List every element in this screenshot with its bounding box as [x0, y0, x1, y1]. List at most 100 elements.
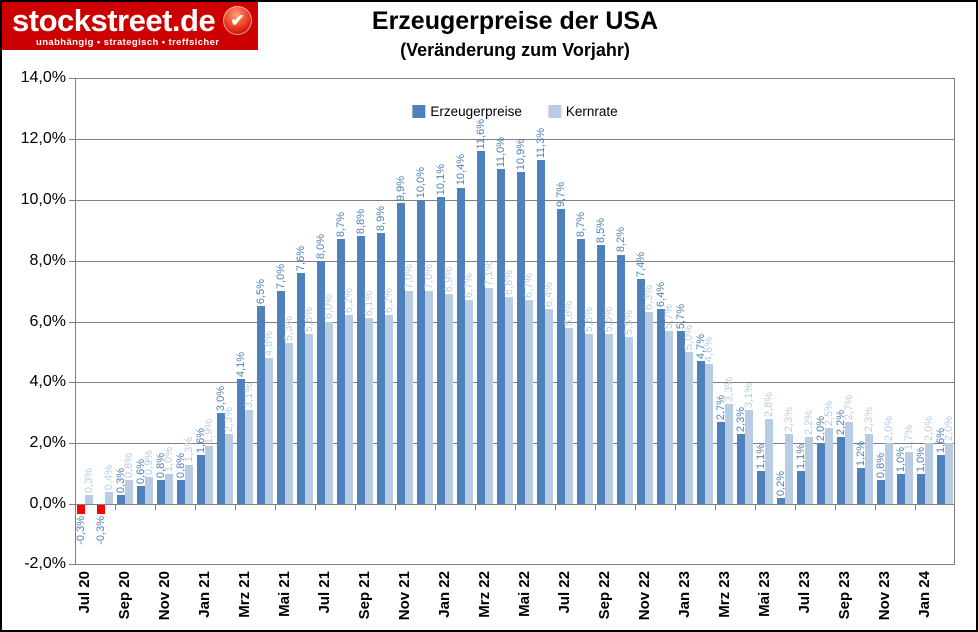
bar-erzeugerpreise-feb-21: [217, 412, 225, 505]
bar-kernrate-apr-23: [745, 409, 753, 505]
bar-erzeugerpreise-mai-21: [277, 291, 285, 505]
category-tick: [275, 504, 276, 511]
bar-kernrate-mrz-22: [485, 288, 493, 505]
gridline-4: [75, 382, 955, 384]
bar-label-kernrate-jan-24: 2,0%: [923, 416, 935, 442]
bar-label-kernrate-okt-22: 5,5%: [623, 309, 635, 335]
bar-erzeugerpreise-nov-22: [637, 278, 645, 505]
legend-swatch-kernrate: [547, 105, 561, 118]
bar-erzeugerpreise-jan-23: [677, 330, 685, 505]
gridline-6: [75, 321, 955, 323]
bar-kernrate-sep-20: [125, 479, 133, 505]
bar-kernrate-jun-22: [545, 309, 553, 505]
bar-kernrate-okt-22: [625, 336, 633, 505]
bar-kernrate-dez-22: [665, 330, 673, 505]
bar-label-kernrate-feb-23: 4,6%: [703, 337, 715, 363]
bar-label-kernrate-apr-23: 3,1%: [743, 382, 755, 408]
bar-label-kernrate-jun-23: 2,3%: [783, 407, 795, 433]
x-axis-label-jul-20: Jul 20: [76, 571, 93, 614]
bar-label-erzeugerpreise-dez-21: 10,0%: [415, 166, 427, 198]
plot-right-border: [954, 78, 955, 565]
bar-label-kernrate-dez-20: 1,3%: [183, 437, 195, 463]
bar-label-kernrate-mai-21: 5,3%: [283, 315, 295, 341]
bar-kernrate-jan-22: [445, 294, 453, 505]
y-axis-label-10: 10,0%: [20, 190, 66, 208]
bar-label-erzeugerpreise-mrz-22: 11,6%: [475, 118, 487, 150]
bar-label-erzeugerpreise-jul-22: 9,7%: [555, 181, 567, 207]
bar-kernrate-mai-22: [525, 300, 533, 505]
bar-erzeugerpreise-mrz-22: [477, 151, 485, 505]
x-axis-label-sep-23: Sep 23: [836, 571, 853, 620]
x-axis-label-jan-23: Jan 23: [676, 571, 693, 618]
bar-label-kernrate-mrz-21: 3,1%: [243, 382, 255, 408]
bar-label-kernrate-sep-22: 5,6%: [603, 306, 615, 332]
category-tick: [755, 504, 756, 511]
plot-left-border: [75, 78, 76, 565]
bar-label-kernrate-jan-23: 5,0%: [683, 324, 695, 350]
category-tick: [515, 504, 516, 511]
bar-kernrate-nov-21: [405, 291, 413, 505]
bar-label-erzeugerpreise-feb-22: 10,4%: [455, 154, 467, 186]
bar-erzeugerpreise-sep-20: [117, 494, 125, 505]
category-tick: [875, 504, 876, 511]
bar-label-kernrate-okt-23: 2,3%: [863, 407, 875, 433]
bar-kernrate-sep-22: [605, 333, 613, 505]
bar-label-erzeugerpreise-mai-22: 10,9%: [515, 139, 527, 171]
bar-kernrate-jan-21: [205, 446, 213, 505]
y-axis-tick-10: [69, 199, 75, 201]
bar-kernrate-jul-22: [565, 327, 573, 505]
bar-kernrate-jul-21: [325, 321, 333, 505]
chart-subtitle: (Veränderung zum Vorjahr): [400, 40, 630, 60]
bar-label-erzeugerpreise-nov-22: 7,4%: [635, 251, 647, 277]
bar-erzeugerpreise-okt-23: [857, 467, 865, 505]
category-tick: [595, 504, 596, 511]
category-tick: [715, 504, 716, 511]
bar-label-kernrate-dez-22: 5,7%: [663, 303, 675, 329]
bar-erzeugerpreise-aug-20: [97, 505, 105, 515]
x-axis-label-mrz-21: Mrz 21: [236, 571, 253, 618]
legend-item-kernrate: Kernrate: [547, 104, 618, 119]
bar-label-kernrate-dez-23: 1,7%: [903, 425, 915, 451]
y-axis-tick-4: [69, 382, 75, 384]
bar-label-kernrate-jan-22: 6,9%: [443, 267, 455, 293]
x-axis-label-sep-22: Sep 22: [596, 571, 613, 620]
bar-kernrate-apr-22: [505, 297, 513, 505]
y-axis-tick-12: [69, 138, 75, 140]
bar-kernrate-dez-21: [425, 291, 433, 505]
bar-label-kernrate-feb-21: 2,3%: [223, 407, 235, 433]
bar-label-erzeugerpreise-apr-22: 11,0%: [495, 136, 507, 168]
category-tick: [75, 504, 76, 511]
category-tick: [315, 504, 316, 511]
category-tick: [155, 504, 156, 511]
bar-kernrate-mai-23: [765, 418, 773, 505]
category-tick: [795, 504, 796, 511]
bar-erzeugerpreise-feb-23: [697, 361, 705, 505]
bar-label-kernrate-apr-22: 6,8%: [503, 270, 515, 296]
bar-label-erzeugerpreise-mai-21: 7,0%: [275, 263, 287, 290]
category-tick: [475, 504, 476, 511]
stockstreet-logo: stockstreet.de unabhängig • strategisch …: [2, 2, 258, 50]
bar-erzeugerpreise-aug-22: [577, 239, 585, 505]
y-axis-label-2: 2,0%: [29, 434, 66, 452]
bar-erzeugerpreise-nov-20: [157, 479, 165, 505]
bar-kernrate-okt-23: [865, 434, 873, 505]
bar-label-kernrate-jul-21: 6,0%: [323, 294, 335, 320]
category-tick: [235, 504, 236, 511]
bar-erzeugerpreise-jun-23: [777, 498, 785, 505]
y-axis-label-8: 8,0%: [29, 251, 66, 269]
x-axis-label-sep-20: Sep 20: [116, 571, 133, 620]
bar-kernrate-okt-20: [145, 476, 153, 505]
bar-kernrate-aug-21: [345, 315, 353, 505]
bar-label-kernrate-jun-21: 5,6%: [303, 306, 315, 332]
bar-kernrate-mrz-21: [245, 409, 253, 505]
bar-erzeugerpreise-sep-21: [357, 236, 365, 505]
bar-kernrate-dez-23: [905, 452, 913, 505]
chart-title: Erzeugerpreise der USA: [371, 7, 659, 35]
y-axis-label--2: -2,0%: [24, 555, 66, 572]
bar-label-kernrate-jul-20: 0,3%: [83, 467, 95, 493]
bar-kernrate-nov-22: [645, 312, 653, 505]
bar-label-erzeugerpreise-aug-21: 8,7%: [335, 212, 347, 238]
category-tick: [435, 504, 436, 511]
bar-label-kernrate-dez-21: 7,0%: [423, 263, 435, 290]
bar-kernrate-jul-20: [85, 494, 93, 505]
